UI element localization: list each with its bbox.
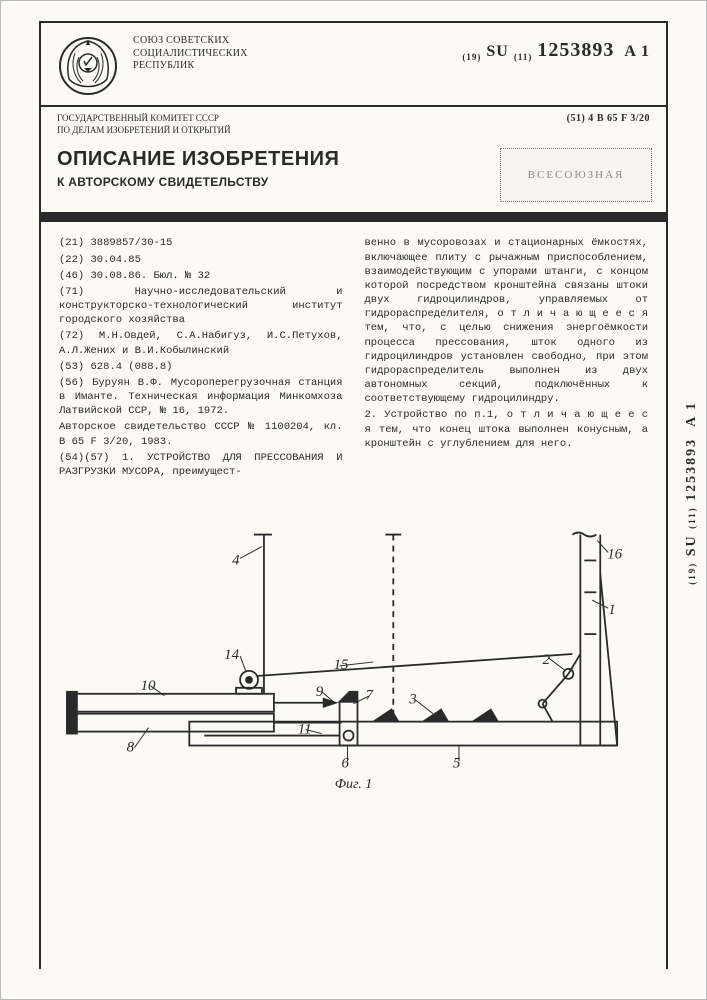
svg-text:8: 8: [127, 740, 135, 756]
svg-text:16: 16: [607, 547, 622, 563]
org-line: СОЦИАЛИСТИЧЕСКИХ: [133, 48, 448, 61]
header-top: СОЮЗ СОВЕТСКИХ СОЦИАЛИСТИЧЕСКИХ РЕСПУБЛИ…: [41, 23, 666, 101]
org-line: СОЮЗ СОВЕТСКИХ: [133, 35, 448, 48]
doc-subtitle: К АВТОРСКОМУ СВИДЕТЕЛЬСТВУ: [57, 175, 490, 189]
svg-text:9: 9: [316, 684, 324, 700]
svg-text:10: 10: [141, 678, 156, 694]
svg-text:5: 5: [453, 756, 461, 772]
svg-text:4: 4: [232, 553, 240, 569]
svg-text:11: 11: [298, 722, 312, 738]
svg-text:14: 14: [224, 647, 239, 663]
divider: [41, 105, 666, 107]
figure-1: 4 16 1 2 3 14 15 10 9 7 11 8 6 5: [55, 499, 652, 799]
title-row: ОПИСАНИЕ ИЗОБРЕТЕНИЯ К АВТОРСКОМУ СВИДЕТ…: [41, 148, 666, 208]
state-emblem-icon: [57, 35, 119, 97]
svg-text:7: 7: [365, 688, 373, 704]
org-name: СОЮЗ СОВЕТСКИХ СОЦИАЛИСТИЧЕСКИХ РЕСПУБЛИ…: [133, 35, 448, 73]
stamp-box: ВСЕСОЮЗНАЯ: [500, 148, 652, 202]
side-doc-code: (19) SU (11) 1253893 A 1: [684, 401, 700, 585]
col-left: (21) 3889857/30-15 (22) 30.04.85 (46) 30…: [59, 236, 343, 481]
svg-text:2: 2: [543, 652, 551, 668]
svg-text:1: 1: [608, 602, 615, 618]
org-line: РЕСПУБЛИК: [133, 60, 448, 73]
committee: ГОСУДАРСТВЕННЫЙ КОМИТЕТ СССР ПО ДЕЛАМ ИЗ…: [57, 113, 336, 136]
doc-title: ОПИСАНИЕ ИЗОБРЕТЕНИЯ: [57, 148, 490, 171]
svg-text:6: 6: [342, 756, 350, 772]
body-columns: (21) 3889857/30-15 (22) 30.04.85 (46) 30…: [41, 222, 666, 491]
col-right: венно в мусоровозах и стационарных ёмкос…: [365, 236, 649, 481]
header-row-2: ГОСУДАРСТВЕННЫЙ КОМИТЕТ СССР ПО ДЕЛАМ ИЗ…: [41, 113, 666, 136]
thick-band: [41, 212, 666, 222]
doc-code: (19) SU (11) 1253893 A 1: [462, 35, 650, 62]
ipc-code: (51) 4 B 65 F 3/20: [567, 113, 650, 124]
figure-label: Фиг. 1: [55, 777, 652, 793]
